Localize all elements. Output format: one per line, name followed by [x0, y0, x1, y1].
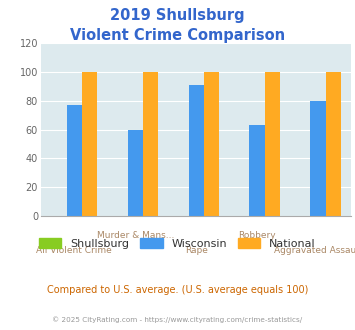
Bar	[82, 72, 97, 216]
Bar	[310, 101, 326, 216]
Text: Aggravated Assault: Aggravated Assault	[274, 246, 355, 255]
Text: Violent Crime Comparison: Violent Crime Comparison	[70, 28, 285, 43]
Text: © 2025 CityRating.com - https://www.cityrating.com/crime-statistics/: © 2025 CityRating.com - https://www.city…	[53, 317, 302, 323]
Bar	[326, 72, 341, 216]
Bar	[67, 105, 82, 216]
Text: Murder & Mans...: Murder & Mans...	[97, 231, 174, 240]
Bar	[204, 72, 219, 216]
Text: Rape: Rape	[185, 246, 208, 255]
Bar	[250, 125, 265, 216]
Text: All Violent Crime: All Violent Crime	[37, 246, 112, 255]
Bar	[189, 85, 204, 216]
Legend: Shullsburg, Wisconsin, National: Shullsburg, Wisconsin, National	[35, 234, 320, 253]
Text: 2019 Shullsburg: 2019 Shullsburg	[110, 8, 245, 23]
Text: Robbery: Robbery	[238, 231, 276, 240]
Bar	[143, 72, 158, 216]
Text: Compared to U.S. average. (U.S. average equals 100): Compared to U.S. average. (U.S. average …	[47, 285, 308, 295]
Bar	[127, 129, 143, 216]
Bar	[265, 72, 280, 216]
